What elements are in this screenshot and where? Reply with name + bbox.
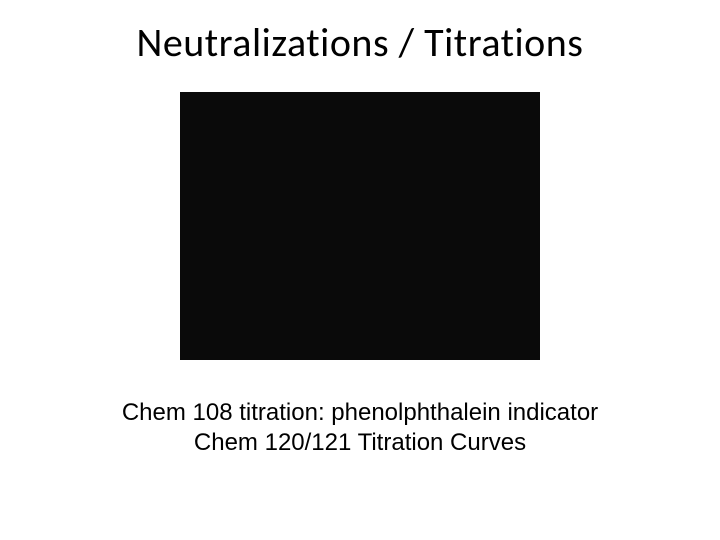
slide-caption: Chem 108 titration: phenolphthalein indi… (0, 398, 720, 458)
caption-line-1: Chem 108 titration: phenolphthalein indi… (122, 399, 598, 426)
caption-line-2: Chem 120/121 Titration Curves (194, 429, 526, 456)
media-placeholder (180, 92, 540, 360)
slide-container: Neutralizations / Titrations Chem 108 ti… (0, 0, 720, 540)
slide-title: Neutralizations / Titrations (0, 18, 720, 67)
